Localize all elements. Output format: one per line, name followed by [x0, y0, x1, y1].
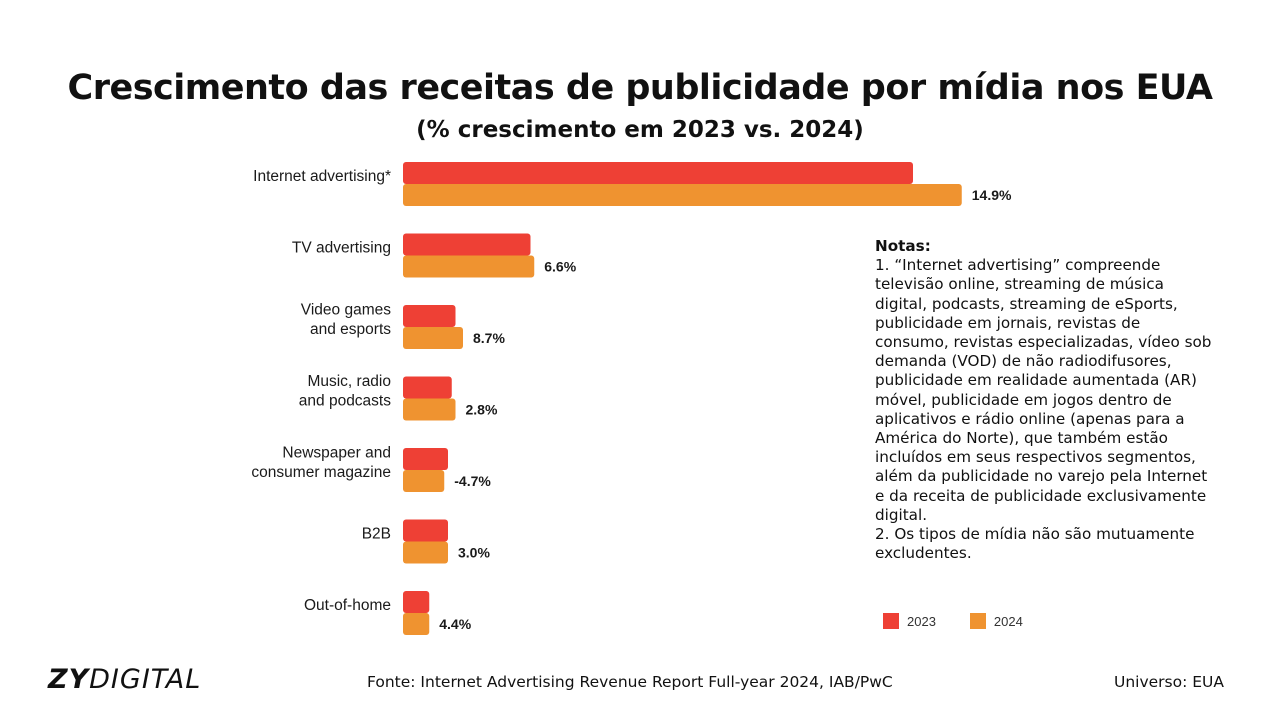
bar-2023-5	[403, 519, 448, 542]
logo-light-part: DIGITAL	[89, 664, 202, 695]
legend-label-2023: 2023	[907, 613, 936, 629]
category-label-3-line-0: Music, radio	[307, 373, 391, 390]
category-label-2-line-1: and esports	[310, 321, 391, 338]
legend-swatch-2024	[969, 613, 986, 629]
category-label-4-line-1: consumer magazine	[251, 464, 391, 481]
notes-title: Notas:	[875, 237, 931, 255]
bar-2024-4	[403, 470, 445, 492]
bar-2024-5	[403, 541, 448, 564]
value-label-5: 3.0%	[458, 545, 490, 561]
value-label-0: 14.9%	[972, 187, 1012, 203]
category-label-5: B2B	[362, 526, 391, 543]
chart-title: Crescimento das receitas de publicidade …	[67, 68, 1213, 108]
bar-2023-4	[403, 448, 448, 470]
bar-2024-6	[403, 613, 430, 635]
category-label-4-line-0: Newspaper and	[282, 444, 391, 461]
category-label-3-line-1: and podcasts	[299, 392, 391, 409]
note-item-1: 1. “Internet advertising” compreende tel…	[875, 256, 1212, 524]
category-label-2-line-0: Video games	[301, 301, 391, 318]
logo-bold-part: ZY	[48, 664, 90, 695]
bar-2023-3	[403, 376, 452, 399]
legend-label-2024: 2024	[993, 613, 1023, 629]
bar-2023-1	[403, 233, 531, 256]
bar-2023-6	[403, 591, 430, 613]
value-label-1: 6.6%	[544, 259, 576, 275]
bar-2023-0	[403, 162, 913, 184]
category-label-6: Out-of-home	[304, 597, 391, 614]
legend-swatch-2023	[883, 613, 899, 629]
zydigital-logo: ZYDIGITAL	[48, 664, 201, 695]
notes-panel: Notas: 1. “Internet advertising” compree…	[875, 237, 1215, 563]
note-item-2: 2. Os tipos de mídia não são mutuamente …	[875, 525, 1195, 563]
universe-text: Universo: EUA	[1113, 673, 1224, 691]
chart-subtitle: (% crescimento em 2023 vs. 2024)	[416, 117, 864, 143]
value-label-3: 2.8%	[466, 402, 498, 418]
value-label-2: 8.7%	[473, 330, 505, 346]
bar-2023-2	[403, 305, 456, 327]
legend-item-2024: 2024	[969, 613, 1023, 629]
value-label-4: -4.7%	[454, 473, 491, 489]
chart-legend: 2023 2024	[883, 613, 1023, 629]
bar-2024-0	[403, 184, 962, 206]
category-label-1: TV advertising	[292, 240, 391, 257]
category-label-0: Internet advertising*	[253, 168, 391, 185]
legend-item-2023: 2023	[883, 613, 936, 629]
value-label-6: 4.4%	[439, 616, 471, 632]
bar-2024-3	[403, 398, 456, 421]
bar-2024-2	[403, 327, 463, 349]
source-text: Fonte: Internet Advertising Revenue Repo…	[367, 673, 893, 691]
bar-2024-1	[403, 255, 535, 278]
